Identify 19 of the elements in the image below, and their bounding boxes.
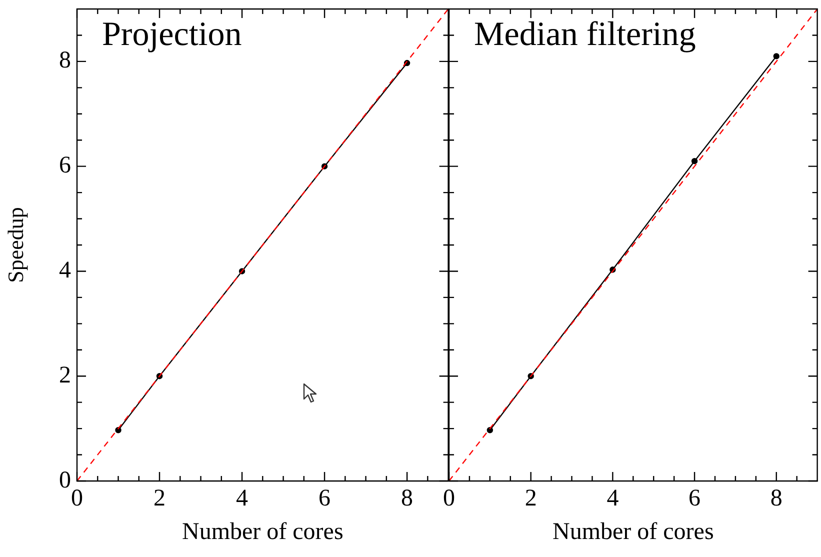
x-tick-label: 8	[401, 486, 414, 512]
x-tick-label: 2	[154, 486, 166, 512]
y-tick-label: 6	[59, 152, 71, 179]
y-tick-label: 4	[59, 258, 71, 284]
x-axis-title: Number of cores	[552, 518, 714, 545]
x-tick-label: 0	[443, 486, 455, 512]
y-axis-title: Speedup	[2, 207, 28, 283]
x-tick-label: 4	[236, 486, 248, 512]
chart-title: Projection	[102, 16, 242, 53]
x-tick-label: 2	[524, 486, 537, 512]
y-tick-label: 0	[59, 467, 71, 494]
y-tick-label: 8	[59, 48, 71, 74]
y-tick-label: 2	[59, 362, 71, 388]
x-tick-label: 6	[688, 486, 701, 512]
x-tick-label: 8	[770, 486, 782, 512]
x-tick-label: 4	[606, 486, 619, 512]
chart-title: Median filtering	[474, 16, 696, 53]
x-tick-label: 6	[318, 486, 331, 512]
x-axis-title: Number of cores	[182, 518, 344, 545]
